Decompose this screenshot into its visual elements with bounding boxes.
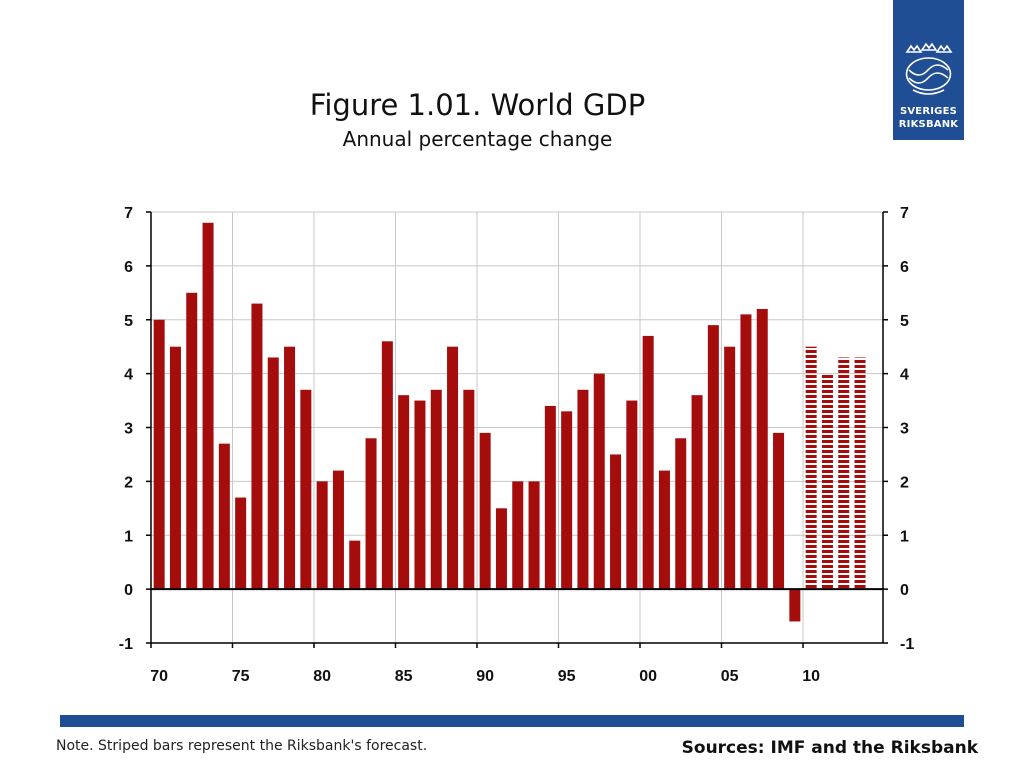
bar-2011 <box>821 373 833 590</box>
bar-1988 <box>447 346 459 590</box>
bar-1977 <box>267 357 279 590</box>
bar-1996 <box>577 389 589 590</box>
bar-1973 <box>202 222 214 590</box>
bar-1985 <box>398 395 410 590</box>
bar-1982 <box>349 540 361 590</box>
bar-1989 <box>463 389 475 590</box>
y-tick-label-left-4: 4 <box>124 367 133 384</box>
y-tick-label-right-0: 0 <box>900 582 909 599</box>
bar-1993 <box>528 481 540 590</box>
x-tick-label-05: 05 <box>721 668 739 685</box>
y-tick-label-left-6: 6 <box>124 259 133 276</box>
y-tick-label-right-6: 6 <box>900 259 909 276</box>
footer-sources: Sources: IMF and the Riksbank <box>681 738 978 758</box>
bar-2008 <box>773 432 785 590</box>
y-tick-label-right-4: 4 <box>900 367 909 384</box>
bar-2001 <box>658 470 670 590</box>
bar-1971 <box>169 346 181 590</box>
x-tick-label-95: 95 <box>558 668 576 685</box>
bar-2003 <box>691 395 703 590</box>
bar-1980 <box>316 481 328 590</box>
y-tick-label-left--1: -1 <box>119 636 133 653</box>
y-tick-label-left-3: 3 <box>124 421 133 438</box>
bar-1986 <box>414 400 426 590</box>
y-tick-label-right-7: 7 <box>900 205 909 222</box>
logo-text-sveriges: SVERIGES <box>899 106 958 117</box>
bar-1987 <box>430 389 442 590</box>
x-tick-label-75: 75 <box>232 668 250 685</box>
bar-2002 <box>675 438 687 590</box>
x-tick-label-80: 80 <box>313 668 331 685</box>
y-tick-label-right-1: 1 <box>900 528 909 545</box>
bar-1990 <box>479 432 491 590</box>
bar-1979 <box>300 389 312 590</box>
axes-layer <box>146 211 888 648</box>
y-tick-label-left-5: 5 <box>124 313 133 330</box>
y-tick-label-left-1: 1 <box>124 528 133 545</box>
bar-1981 <box>332 470 344 590</box>
bar-1974 <box>218 443 230 590</box>
x-tick-label-70: 70 <box>150 668 168 685</box>
bar-2007 <box>756 308 768 590</box>
footer-note: Note. Striped bars represent the Riksban… <box>56 738 428 754</box>
bar-2012 <box>838 357 850 590</box>
bar-2005 <box>724 346 736 590</box>
riksbank-logo: SVERIGES RIKSBANK <box>893 0 964 140</box>
bar-2006 <box>740 314 752 590</box>
y-tick-label-left-2: 2 <box>124 474 133 491</box>
bar-2010 <box>805 346 817 590</box>
bar-1975 <box>235 497 247 590</box>
y-tick-label-left-0: 0 <box>124 582 133 599</box>
labels-layer: -1 -10 01 12 23 34 45 56 67 770 75 80 85 90 95 00 05 10 <box>119 205 915 685</box>
bar-1972 <box>186 292 198 590</box>
y-tick-label-right-2: 2 <box>900 474 909 491</box>
bar-1992 <box>512 481 524 590</box>
footer-band <box>60 715 964 727</box>
bars-layer <box>153 222 866 622</box>
x-tick-label-10: 10 <box>802 668 820 685</box>
bar-1995 <box>561 411 573 590</box>
bar-2009 <box>789 589 801 622</box>
logo-text-riksbank: RIKSBANK <box>898 119 959 130</box>
x-tick-label-90: 90 <box>476 668 494 685</box>
bar-1970 <box>153 319 165 590</box>
bar-1999 <box>626 400 638 590</box>
bar-1994 <box>544 405 556 590</box>
y-tick-label-right-3: 3 <box>900 421 909 438</box>
chart-subtitle: Annual percentage change <box>342 127 613 151</box>
bar-1997 <box>593 373 605 590</box>
bar-1983 <box>365 438 377 590</box>
y-tick-label-right-5: 5 <box>900 313 909 330</box>
riksbank-emblem-icon <box>905 42 953 95</box>
bar-2000 <box>642 335 654 590</box>
bar-1984 <box>381 341 393 590</box>
gdp-bar-chart: -1 -10 01 12 23 34 45 56 67 770 75 80 85 90 95 00 05 10 <box>119 205 915 685</box>
chart-title: Figure 1.01. World GDP <box>309 88 646 122</box>
bar-1991 <box>495 508 507 590</box>
y-tick-label-left-7: 7 <box>124 205 133 222</box>
x-tick-label-85: 85 <box>395 668 413 685</box>
x-tick-label-00: 00 <box>639 668 657 685</box>
bar-1978 <box>284 346 296 590</box>
bar-2013 <box>854 357 866 590</box>
bar-2004 <box>707 325 719 590</box>
y-tick-label-right--1: -1 <box>900 636 914 653</box>
bar-1998 <box>610 454 622 590</box>
bar-1976 <box>251 303 263 590</box>
